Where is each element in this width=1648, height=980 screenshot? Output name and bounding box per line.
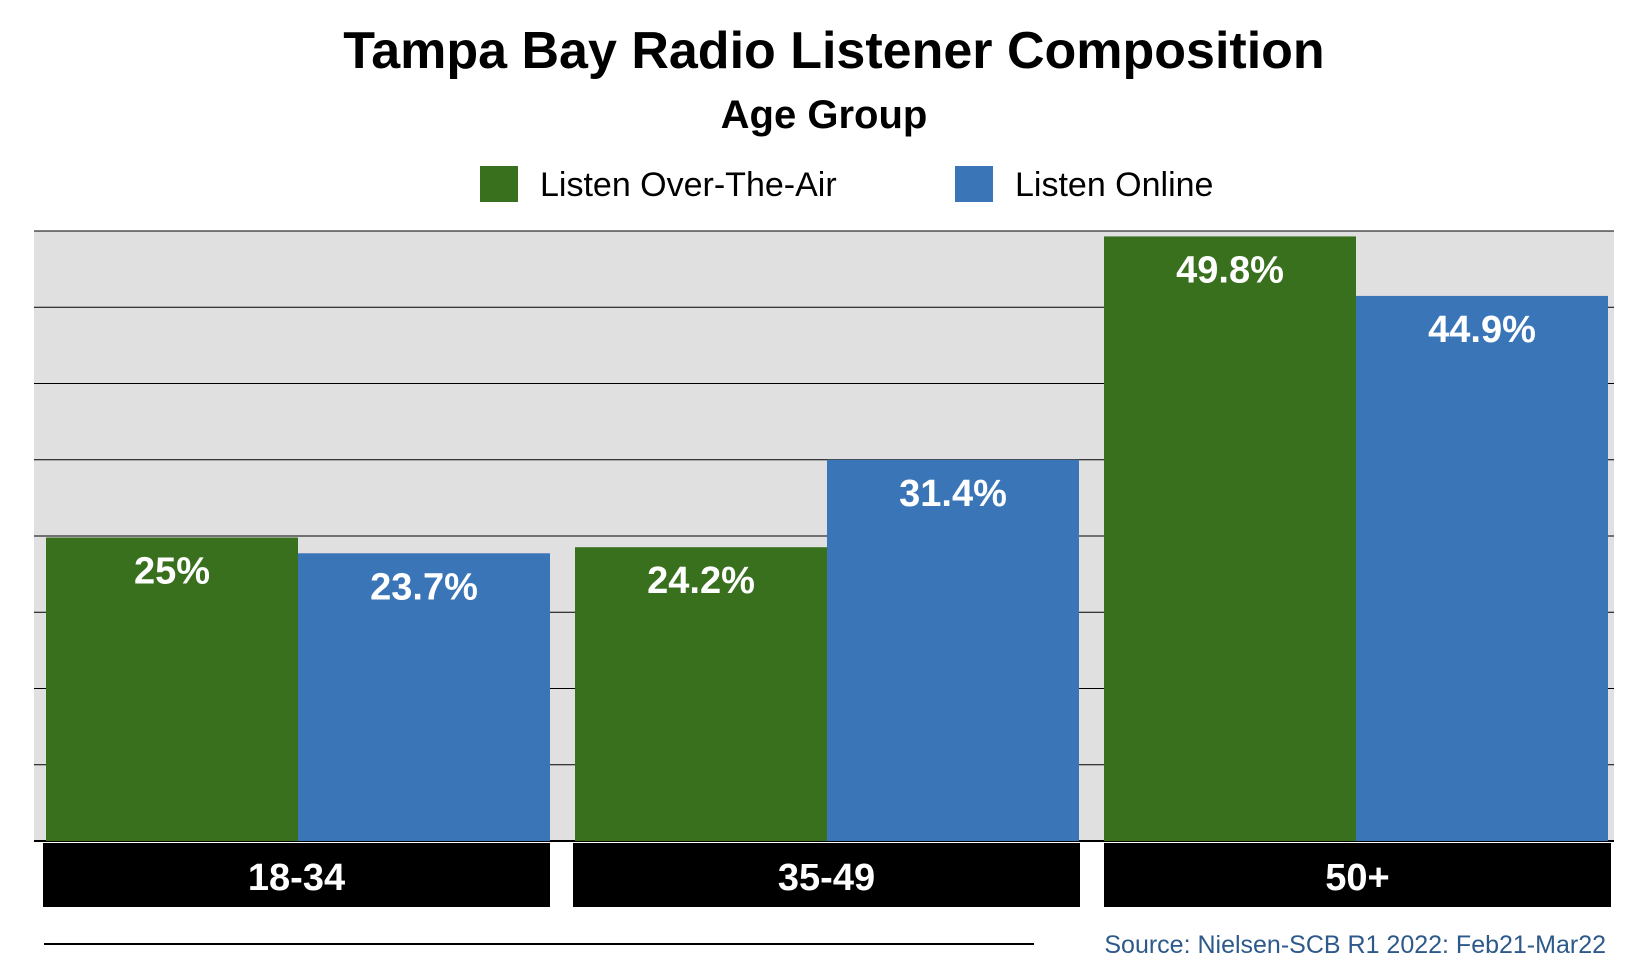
category-label: 50+ xyxy=(1325,857,1389,899)
chart-subtitle: Age Group xyxy=(721,93,928,137)
bar-value-label: 31.4% xyxy=(899,473,1007,515)
bar-35-49-over-the-air xyxy=(575,547,827,841)
legend-swatch-over-the-air xyxy=(480,166,518,202)
legend-label-over-the-air: Listen Over-The-Air xyxy=(540,166,837,204)
source-note: Source: Nielsen-SCB R1 2022: Feb21-Mar22 xyxy=(1104,931,1606,959)
category-band xyxy=(573,843,1080,907)
bar-value-label: 49.8% xyxy=(1176,249,1284,291)
bar-50+-online xyxy=(1356,295,1608,841)
legend-swatch-online xyxy=(955,166,993,202)
bar-value-label: 23.7% xyxy=(370,566,478,608)
category-band xyxy=(43,843,550,907)
bar-18-34-online xyxy=(298,553,550,841)
category-label: 18-34 xyxy=(248,857,345,899)
bar-50+-over-the-air xyxy=(1104,236,1356,842)
bar-35-49-online xyxy=(827,459,1079,841)
bar-value-label: 24.2% xyxy=(647,560,755,602)
bar-value-label: 44.9% xyxy=(1428,309,1536,351)
category-band xyxy=(1104,843,1611,907)
bar-value-label: 25% xyxy=(134,551,210,593)
bar-18-34-over-the-air xyxy=(46,537,298,841)
bars xyxy=(46,236,1608,842)
bar-labels: 25% 23.7% 24.2% 31.4% 49.8% 44.9% xyxy=(134,249,1536,608)
legend-label-online: Listen Online xyxy=(1015,166,1213,204)
category-bands: 18-34 35-49 50+ xyxy=(43,843,1611,907)
chart-title: Tampa Bay Radio Listener Composition xyxy=(343,22,1324,80)
category-label: 35-49 xyxy=(778,857,875,899)
legend: Listen Over-The-Air Listen Online xyxy=(480,166,1213,204)
